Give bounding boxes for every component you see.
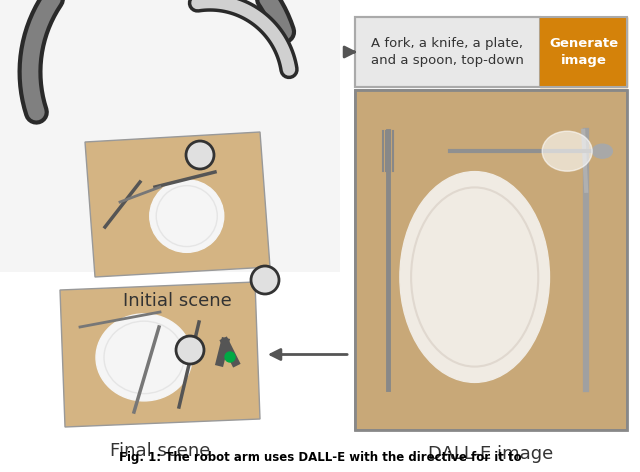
Ellipse shape bbox=[593, 144, 612, 158]
Circle shape bbox=[225, 352, 235, 362]
FancyBboxPatch shape bbox=[540, 17, 627, 87]
Ellipse shape bbox=[96, 314, 192, 401]
Circle shape bbox=[176, 336, 204, 364]
Text: Fig. 1: The robot arm uses DALL-E with the directive for it to: Fig. 1: The robot arm uses DALL-E with t… bbox=[118, 452, 522, 464]
Ellipse shape bbox=[150, 180, 224, 253]
Ellipse shape bbox=[400, 172, 550, 382]
Text: A fork, a knife, a plate,
and a spoon, top-down: A fork, a knife, a plate, and a spoon, t… bbox=[371, 37, 524, 67]
Text: Initial scene: Initial scene bbox=[123, 292, 232, 310]
Circle shape bbox=[186, 141, 214, 169]
Text: DALL-E image: DALL-E image bbox=[428, 445, 554, 463]
Polygon shape bbox=[60, 282, 260, 427]
Polygon shape bbox=[85, 132, 270, 277]
Text: Final scene: Final scene bbox=[110, 442, 210, 460]
FancyBboxPatch shape bbox=[355, 17, 540, 87]
FancyBboxPatch shape bbox=[0, 0, 340, 272]
Text: Generate
image: Generate image bbox=[549, 37, 618, 67]
Ellipse shape bbox=[542, 131, 592, 171]
FancyBboxPatch shape bbox=[355, 90, 627, 430]
Circle shape bbox=[251, 266, 279, 294]
